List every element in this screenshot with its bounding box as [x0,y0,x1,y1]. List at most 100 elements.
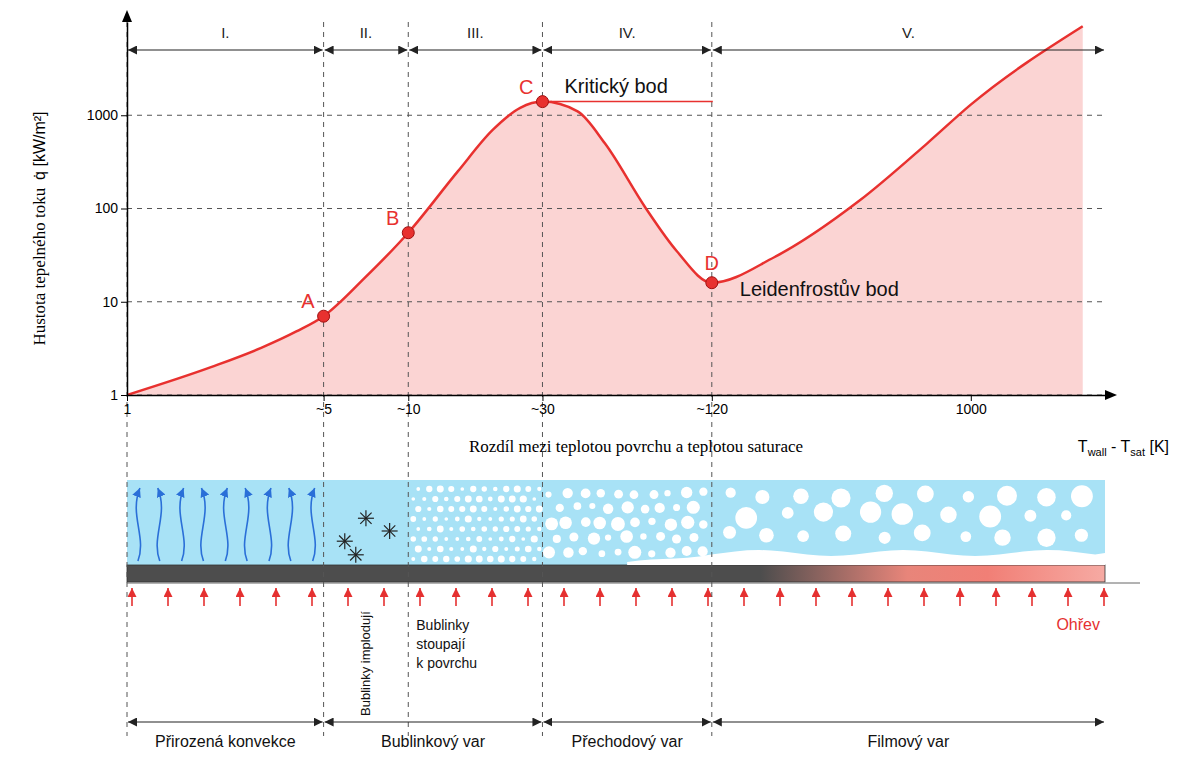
bubble [876,485,893,502]
region-boundary [711,22,712,736]
heating-arrow [1103,588,1105,606]
y-tick-mark [121,395,127,396]
heating-arrows [132,588,1104,606]
bubble [603,504,613,514]
bubble [433,536,438,541]
bubble [797,530,809,542]
bubble [940,506,956,522]
bubble [559,516,572,529]
bubble [1037,529,1055,547]
heating-arrow [311,588,313,606]
bubble [488,497,493,502]
bubble [477,517,481,521]
bubble [997,486,1017,506]
bubble [687,501,700,514]
bubble [917,486,934,503]
regime-span [543,721,710,722]
bubble [444,517,448,521]
bubble [470,545,477,552]
bubble [498,555,505,562]
convection-arrow [288,488,292,561]
region-headers: I.II.III.IV.V. [128,24,1104,50]
bubble [499,537,504,542]
bubble [498,496,505,503]
y-tick-mark [121,115,127,116]
bubble [416,527,420,531]
bubble [460,487,464,491]
y-tick: 100 [95,200,127,216]
regime-span [325,721,542,722]
y-tick: 10 [102,294,127,310]
x-axis-arrow [1105,390,1117,400]
bubble [648,550,655,557]
convection-arrow [267,488,271,561]
heating-arrow [995,588,997,606]
bubble [630,518,640,528]
y-axis-title: Hustota tepelného tokuq̇ [kW/m²] [30,111,49,345]
bubble [443,556,449,562]
bubble [689,533,698,542]
region-span [543,49,710,50]
note-line: stoupají [416,636,465,652]
heating-arrow [635,588,637,606]
bubble [437,546,444,553]
bubble [1024,510,1036,522]
bubble [488,537,492,541]
x-axis-unit-part: wall [1087,446,1107,458]
heating-arrow [419,588,421,606]
bubble [593,517,606,530]
heating-arrow [1031,588,1033,606]
schematic-note: Bublinkystoupajík povrchu [416,617,477,671]
grid-line [127,301,1105,302]
grid-line [127,395,1105,396]
x-axis-unit-part: sat [1130,446,1145,458]
x-tick: 1000 [956,395,987,417]
bubble [509,536,515,542]
bubble [628,546,641,559]
bubble [698,546,708,556]
bubble [735,507,757,529]
convection-arrow [245,488,249,561]
bubble [759,528,774,543]
bubble [673,504,680,511]
bubble [521,537,525,541]
fluid-decoration [136,485,1105,565]
bubble [465,515,472,522]
bubble [509,496,516,503]
bubble [723,526,736,539]
bubble [640,533,646,539]
bubble [525,486,531,492]
bubble [427,507,431,511]
regime-label: Přirozená konvekce [155,733,296,750]
bubble [537,547,541,551]
heating-arrow [383,588,385,606]
bubble [510,516,515,521]
bubble [963,491,974,502]
x-tick-label: ~10 [397,401,421,417]
region-span [713,49,1104,50]
region-label: III. [467,24,484,41]
heating-arrow [1067,588,1069,606]
bubble [525,546,532,553]
imploding-bubble [358,510,374,526]
bubble [488,517,492,521]
bubble [537,487,541,491]
bubble [465,496,472,503]
heating-arrow [851,588,853,606]
point-label: A [301,290,315,312]
x-tick: ~10 [397,395,421,417]
bubble [433,516,438,521]
region-label: II. [360,24,373,41]
x-axis-unit-part: T [1078,438,1088,455]
region-label: V. [902,24,915,41]
star-stroke [350,549,361,560]
bubble [444,497,449,502]
bubble [422,517,426,521]
bubble [455,517,460,522]
bubble [526,526,531,531]
regime-label: Filmový var [868,733,950,750]
y-axis-unit: q̇ [kW/m²] [31,111,48,179]
bubble [448,506,454,512]
bubble [1071,485,1093,507]
bubble [525,506,531,512]
